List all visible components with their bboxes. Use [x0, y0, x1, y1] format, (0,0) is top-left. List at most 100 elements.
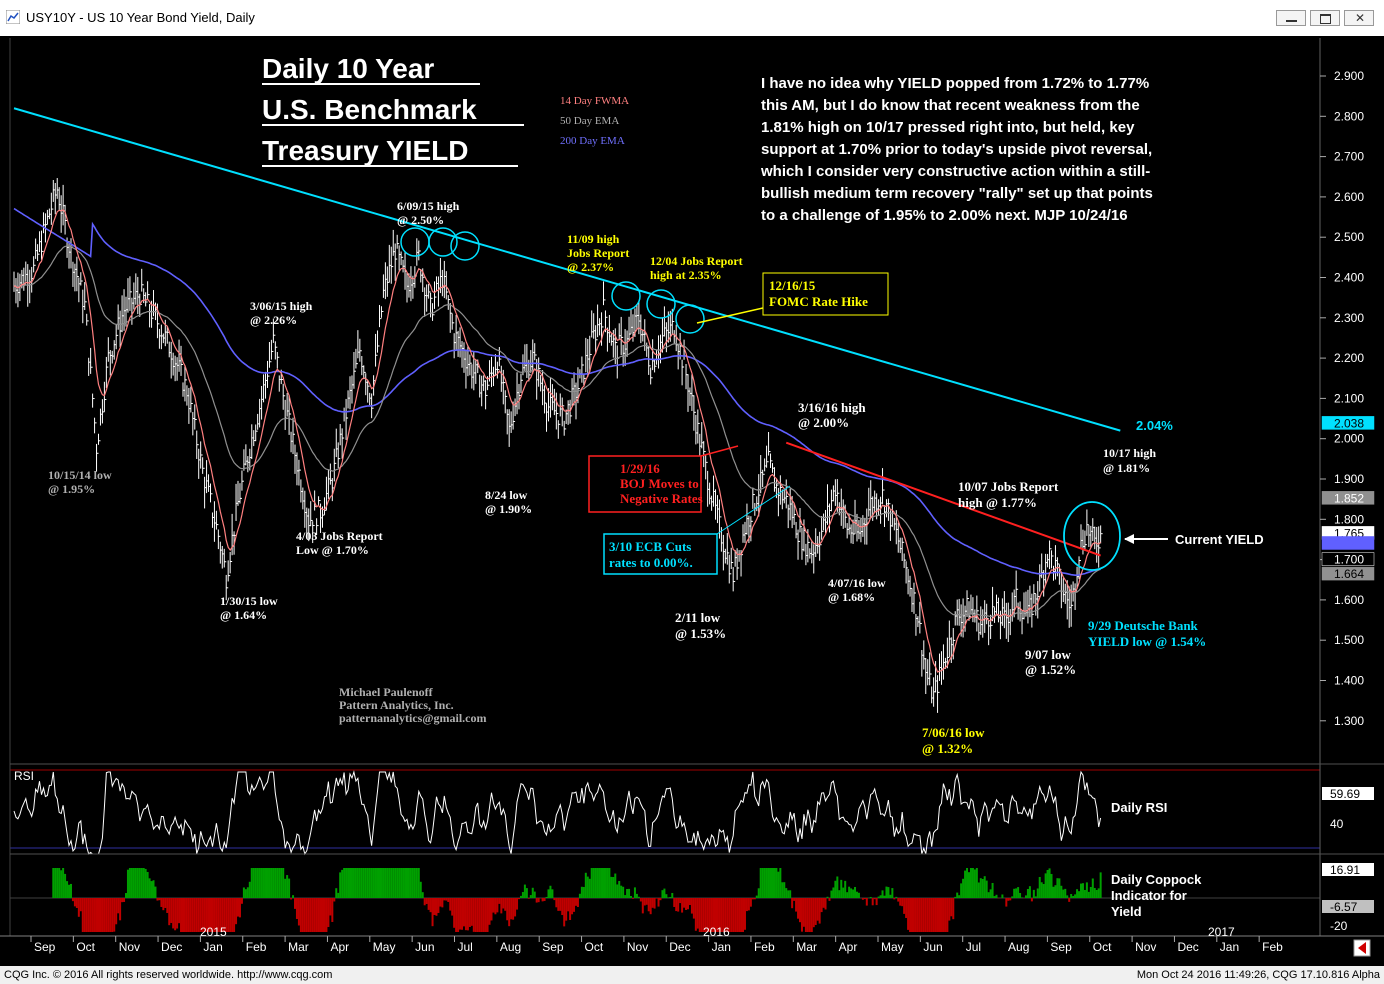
label-deutsche: 9/29 Deutsche Bank: [1088, 618, 1199, 633]
commentary-line: which I consider very constructive actio…: [760, 163, 1150, 180]
label-fomc: FOMC Rate Hike: [769, 294, 868, 309]
y-tick-label: 2.300: [1334, 311, 1364, 325]
label-high-1017: 10/17 high: [1103, 446, 1156, 460]
high-marker-circle: [646, 289, 676, 319]
label-jobs-0403: Low @ 1.70%: [296, 543, 369, 557]
x-month-label: Apr: [839, 940, 858, 954]
trendline-red: [785, 441, 1101, 557]
x-month-label: Feb: [1262, 940, 1283, 954]
price-tag-label: 1.740: [1334, 536, 1364, 550]
label-high-060915: @ 2.50%: [397, 213, 444, 227]
legend-entry: 14 Day FWMA: [560, 95, 629, 107]
commentary-line: support at 1.70% prior to today's upside…: [761, 141, 1152, 158]
x-month-label: Dec: [669, 940, 690, 954]
x-month-label: Feb: [246, 940, 267, 954]
label-low-101514: @ 1.95%: [48, 482, 95, 496]
label-low-070616: 7/06/16 low: [922, 725, 985, 740]
coppock-tick-label: -20: [1330, 919, 1348, 933]
fomc-callout-box: [762, 272, 889, 316]
x-month-label: Nov: [627, 940, 648, 954]
ema-200-line: [13, 207, 1101, 577]
author-line: Michael Paulenoff: [339, 685, 434, 699]
x-month-label: Sep: [34, 940, 56, 954]
x-month-label: Apr: [330, 940, 349, 954]
axes: 2.900 2.800 2.700 2.600 2.500 2.400 2.300 2.200…: [0, 38, 1384, 957]
label-ecb: 3/10 ECB Cuts: [609, 539, 691, 554]
restore-button[interactable]: [1310, 10, 1340, 26]
y-tick-label: 2.600: [1334, 190, 1364, 204]
high-marker-circle: [428, 227, 458, 257]
headline-line: Daily 10 Year: [262, 53, 434, 84]
price-tag-box: [1321, 536, 1375, 550]
label-high-1109: Jobs Report: [567, 246, 629, 260]
price-tag-label: 1.700: [1334, 553, 1364, 567]
y-tick-label: 2.800: [1334, 109, 1364, 123]
y-tick-label: 1.800: [1334, 512, 1364, 526]
label-jobs-1204: 12/04 Jobs Report: [650, 254, 743, 268]
commentary-line: this AM, but I do know that recent weakn…: [761, 97, 1140, 114]
label-coppock: Yield: [1111, 904, 1142, 919]
x-month-label: Oct: [1093, 940, 1112, 954]
commentary-line: to a challenge of 1.95% to 2.00% next. M…: [761, 207, 1128, 224]
ecb-pointer: [716, 485, 791, 535]
label-low-0907: 9/07 low: [1025, 647, 1071, 662]
boj-pointer: [700, 445, 739, 457]
coppock-value-box: [1322, 863, 1374, 876]
y-tick-label: 1.900: [1334, 472, 1364, 486]
label-low-0824: @ 1.90%: [485, 502, 532, 516]
label-low-013015: 1/30/15 low: [220, 594, 278, 608]
label-deutsche: YIELD low @ 1.54%: [1088, 634, 1206, 649]
coppock-low-box: [1322, 900, 1374, 913]
close-button[interactable]: ✕: [1344, 10, 1374, 26]
label-low-101514: 10/15/14 low: [48, 468, 112, 482]
label-low-0907: @ 1.52%: [1025, 662, 1076, 677]
y-tick-label: 2.700: [1334, 150, 1364, 164]
rsi-value-label: 59.69: [1330, 787, 1360, 801]
label-low-0211: @ 1.53%: [675, 626, 726, 641]
status-bar: CQG Inc. © 2016 All rights reserved worl…: [0, 966, 1384, 984]
x-month-label: May: [881, 940, 904, 954]
fwma-14-line: [13, 209, 1102, 673]
rsi-pane-label: RSI: [14, 769, 34, 783]
rsi-value-box: [1322, 787, 1374, 800]
label-boj: Negative Rates: [620, 491, 703, 506]
arrow-left-icon: [1358, 942, 1366, 954]
label-low-040716: @ 1.68%: [828, 590, 875, 604]
ecb-callout-box: [603, 533, 718, 575]
y-tick-label: 1.500: [1334, 633, 1364, 647]
label-coppock: Daily Coppock: [1111, 872, 1202, 887]
price-tag-box: [1321, 416, 1375, 430]
label-high-031616: 3/16/16 high: [798, 400, 866, 415]
label-high-1109: @ 2.37%: [567, 260, 614, 274]
label-low-040716: 4/07/16 low: [828, 576, 886, 590]
x-month-label: Jun: [923, 940, 942, 954]
high-marker-circle: [675, 304, 705, 334]
y-tick-label: 2.400: [1334, 271, 1364, 285]
x-month-label: Jun: [415, 940, 434, 954]
timestamp-text: Mon Oct 24 2016 11:49:26, CQG 17.10.816 …: [1136, 969, 1380, 981]
x-month-label: Mar: [288, 940, 309, 954]
minimize-button[interactable]: [1276, 10, 1306, 26]
label-high-1109: 11/09 high: [567, 232, 620, 246]
label-boj: 1/29/16: [620, 461, 660, 476]
author-line: patternanalytics@gmail.com: [339, 711, 486, 725]
y-tick-label: 1.300: [1334, 714, 1364, 728]
chart-area: RSI 59.69 40 16.91 -6.57 -20 2.900 2.800 2.700…: [0, 36, 1384, 966]
label-jobs-1007: high @ 1.77%: [958, 495, 1037, 510]
window-title: USY10Y - US 10 Year Bond Yield, Daily: [26, 10, 255, 25]
price-tag-box: [1321, 552, 1375, 566]
label-low-013015: @ 1.64%: [220, 608, 267, 622]
price-pane: [13, 107, 1121, 713]
author-line: Pattern Analytics, Inc.: [339, 698, 454, 712]
rsi-pane: RSI 59.69 40: [10, 769, 1374, 856]
price-tag-box: [1321, 491, 1375, 505]
label-current-yield: Current YIELD: [1175, 532, 1264, 547]
fomc-pointer: [696, 307, 764, 324]
label-coppock: Indicator for: [1111, 888, 1187, 903]
commentary-line: I have no idea why YIELD popped from 1.7…: [761, 75, 1149, 92]
minimize-icon: [1286, 20, 1297, 22]
y-tick-label: 2.100: [1334, 391, 1364, 405]
label-boj: BOJ Moves to: [620, 476, 699, 491]
x-month-label: Dec: [161, 940, 182, 954]
commentary-line: 1.81% high on 10/17 pressed right into, …: [761, 119, 1135, 136]
